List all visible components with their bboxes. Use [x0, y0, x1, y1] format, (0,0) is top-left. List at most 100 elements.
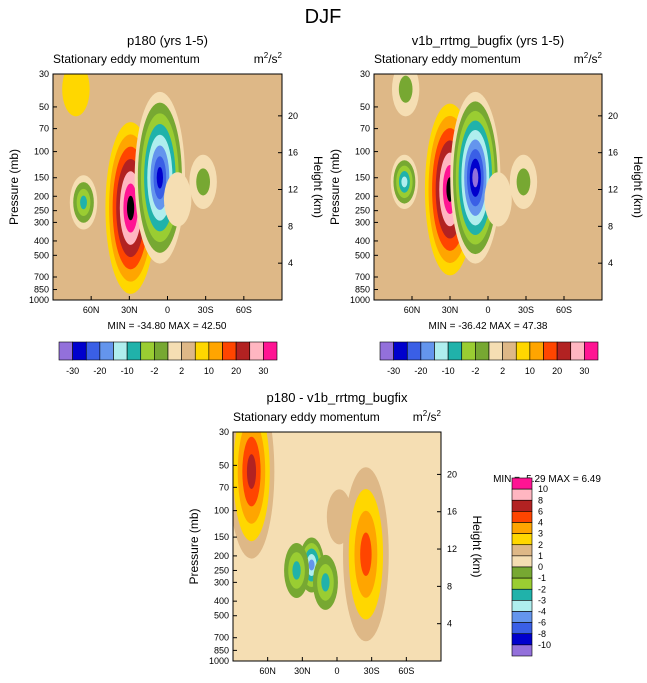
min-max-label: MIN = -36.42 MAX = 47.38 — [429, 321, 548, 332]
colorbar-swatch — [502, 341, 517, 361]
y-tick-label: 400 — [34, 236, 49, 246]
colorbar-swatch — [263, 341, 278, 361]
contour-level — [360, 532, 372, 576]
height-tick-label: 16 — [447, 507, 457, 517]
colorbar-swatch — [393, 341, 408, 361]
colorbar-label: -20 — [414, 366, 427, 376]
y-tick-label: 100 — [34, 147, 49, 157]
colorbar-swatch — [511, 577, 533, 590]
height-tick-label: 4 — [288, 258, 293, 268]
colorbar-label: -2 — [471, 366, 479, 376]
y-tick-label: 70 — [39, 124, 49, 134]
colorbar-label: 30 — [579, 366, 589, 376]
colorbar-label: -20 — [93, 366, 106, 376]
height-axis-label: Height (km) — [311, 156, 325, 218]
colorbar-label: -8 — [538, 629, 546, 639]
y-tick-label: 700 — [355, 272, 370, 282]
colorbar-swatch — [72, 341, 87, 361]
y-axis-label: Pressure (mb) — [7, 149, 21, 225]
contour-level — [62, 74, 90, 117]
y-tick-label: 30 — [219, 427, 229, 437]
y-tick-label: 30 — [39, 69, 49, 79]
colorbar-swatch — [222, 341, 237, 361]
colorbar-swatch — [511, 533, 533, 546]
contour-level — [484, 172, 512, 227]
colorbar-label: 10 — [525, 366, 535, 376]
y-tick-label: 250 — [355, 206, 370, 216]
x-tick-label: 60S — [556, 305, 572, 315]
colorbar-label: -30 — [387, 366, 400, 376]
colorbar-label: -10 — [121, 366, 134, 376]
height-tick-label: 16 — [288, 148, 298, 158]
x-tick-label: 60N — [404, 305, 421, 315]
y-tick-label: 200 — [355, 191, 370, 201]
contour-level — [516, 168, 531, 196]
x-tick-label: 30S — [198, 305, 214, 315]
colorbar-swatch — [154, 341, 169, 361]
colorbar-swatch — [511, 600, 533, 612]
contour-level — [163, 172, 192, 227]
y-tick-label: 1000 — [209, 656, 229, 666]
figure-title: DJF — [305, 6, 342, 28]
colorbar-swatch — [181, 341, 196, 361]
contour-feature — [450, 91, 501, 264]
height-tick-label: 20 — [447, 469, 457, 479]
colorbar-swatch — [379, 341, 394, 361]
contour-level — [308, 559, 315, 571]
x-tick-label: 0 — [485, 305, 490, 315]
colorbar-swatch — [570, 341, 585, 361]
contour-level — [321, 573, 330, 592]
colorbar-swatch — [420, 341, 435, 361]
y-tick-label: 50 — [219, 460, 229, 470]
colorbar-swatch — [511, 511, 533, 523]
units-label: m2/s2 — [413, 409, 442, 424]
height-tick-label: 12 — [608, 185, 618, 195]
colorbar-label: -3 — [538, 595, 546, 605]
y-tick-label: 300 — [355, 217, 370, 227]
panel-test: v1b_rrtmg_bugfix (yrs 1-5) Stationary edd… — [328, 33, 645, 332]
x-tick-label: 30N — [442, 305, 459, 315]
x-tick-label: 30S — [364, 666, 380, 676]
colorbar-swatch — [543, 341, 558, 361]
colorbar-label: 2 — [500, 366, 505, 376]
y-tick-label: 500 — [214, 611, 229, 621]
contour-feature — [189, 154, 217, 210]
colorbar-swatch — [461, 341, 476, 361]
colorbar-swatch — [584, 341, 599, 361]
y-tick-label: 30 — [360, 69, 370, 79]
colorbar-swatch — [475, 341, 490, 361]
contour-feature — [69, 175, 98, 230]
y-axis-label: Pressure (mb) — [187, 508, 201, 584]
colorbar-label: 1 — [538, 551, 543, 561]
colorbar-label: 30 — [258, 366, 268, 376]
colorbar-swatch — [511, 544, 533, 557]
height-tick-label: 12 — [447, 544, 457, 554]
contour-feature — [284, 542, 310, 598]
x-tick-label: 0 — [334, 666, 339, 676]
height-tick-label: 4 — [608, 258, 613, 268]
colorbar-label: 3 — [538, 529, 543, 539]
y-tick-label: 250 — [214, 565, 229, 575]
contour-level — [398, 75, 413, 103]
colorbar-label: 20 — [552, 366, 562, 376]
x-tick-label: 60N — [83, 305, 100, 315]
colorbar-swatch — [235, 341, 251, 361]
contour-level — [196, 168, 210, 196]
y-tick-label: 500 — [355, 250, 370, 260]
colorbar-swatch — [556, 341, 572, 361]
contour-feature — [391, 74, 420, 117]
y-tick-label: 700 — [214, 633, 229, 643]
y-tick-label: 100 — [355, 147, 370, 157]
y-tick-label: 400 — [214, 596, 229, 606]
colorbar-swatch — [511, 566, 533, 579]
colorbar-label: 0 — [538, 562, 543, 572]
colorbar-swatch — [511, 555, 533, 568]
colorbar-label: -2 — [150, 366, 158, 376]
height-tick-label: 20 — [288, 111, 298, 121]
colorbar-label: 20 — [231, 366, 241, 376]
panel-control: p180 (yrs 1-5) Stationary eddy momentum m2… — [7, 33, 325, 332]
colorbar-swatch — [249, 341, 264, 361]
colorbar-swatch — [511, 499, 533, 512]
colorbar-swatch — [447, 341, 463, 361]
contour-feature — [509, 154, 538, 210]
